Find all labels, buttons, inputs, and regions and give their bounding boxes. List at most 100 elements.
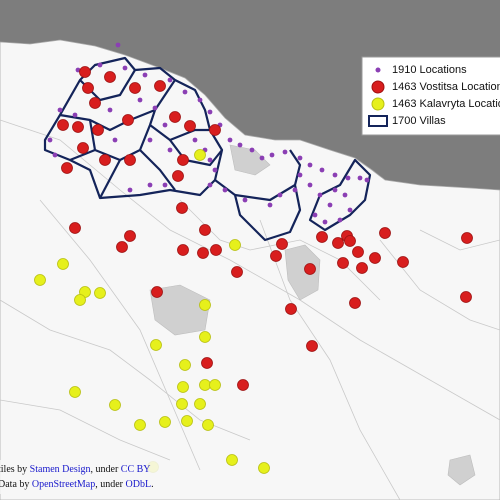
legend-symbol <box>375 67 381 73</box>
marker <box>202 419 214 431</box>
marker <box>79 66 91 78</box>
marker <box>47 137 53 143</box>
marker <box>317 192 323 198</box>
marker <box>316 231 328 243</box>
legend-symbol <box>368 115 388 127</box>
link[interactable]: OpenStreetMap <box>32 479 95 490</box>
marker <box>99 154 111 166</box>
marker <box>177 244 189 256</box>
text: Data by <box>0 479 32 490</box>
marker <box>207 109 213 115</box>
marker <box>231 266 243 278</box>
marker <box>176 202 188 214</box>
marker <box>89 97 101 109</box>
marker <box>461 232 473 244</box>
marker <box>124 230 136 242</box>
legend-box <box>361 56 500 136</box>
marker <box>116 241 128 253</box>
marker <box>162 122 168 128</box>
legend-label: 1700 Villas <box>392 115 446 127</box>
marker <box>397 256 409 268</box>
marker <box>194 149 206 161</box>
marker <box>349 297 361 309</box>
marker <box>347 207 353 213</box>
marker <box>352 246 364 258</box>
marker <box>122 114 134 126</box>
marker <box>112 137 118 143</box>
marker <box>69 386 81 398</box>
marker <box>124 154 136 166</box>
legend-symbol <box>371 97 385 111</box>
marker <box>72 121 84 133</box>
marker <box>332 172 338 178</box>
marker <box>237 142 243 148</box>
attribution-bg <box>0 460 160 494</box>
marker <box>285 303 297 315</box>
link[interactable]: Stamen Design <box>30 464 91 475</box>
marker <box>226 454 238 466</box>
marker <box>460 291 472 303</box>
marker <box>150 339 162 351</box>
marker <box>342 192 348 198</box>
marker <box>199 224 211 236</box>
marker <box>194 398 206 410</box>
marker <box>277 192 283 198</box>
marker <box>61 162 73 174</box>
marker <box>152 105 158 111</box>
marker <box>122 65 128 71</box>
marker <box>364 177 370 183</box>
marker <box>249 147 255 153</box>
marker <box>176 398 188 410</box>
marker <box>77 142 89 154</box>
marker <box>199 299 211 311</box>
marker <box>147 137 153 143</box>
marker <box>292 187 298 193</box>
marker <box>192 137 198 143</box>
marker <box>322 219 328 225</box>
marker <box>297 172 303 178</box>
marker <box>242 197 248 203</box>
marker <box>197 247 209 259</box>
marker <box>222 187 228 193</box>
marker <box>276 238 288 250</box>
marker <box>258 462 270 474</box>
marker <box>147 182 153 188</box>
marker <box>209 124 221 136</box>
marker <box>129 82 141 94</box>
marker <box>297 155 303 161</box>
marker <box>154 80 166 92</box>
marker <box>72 112 78 118</box>
marker <box>134 419 146 431</box>
marker <box>209 379 221 391</box>
marker <box>69 222 81 234</box>
legend-label: 1463 Vostitsa Locations <box>392 81 500 93</box>
legend-symbol <box>371 80 385 94</box>
marker <box>177 154 189 166</box>
marker <box>184 120 196 132</box>
land <box>0 39 500 500</box>
marker <box>127 187 133 193</box>
marker <box>307 182 313 188</box>
text: , under <box>91 464 121 475</box>
marker <box>304 263 316 275</box>
marker <box>332 237 344 249</box>
marker <box>142 72 148 78</box>
marker <box>312 212 318 218</box>
marker <box>327 202 333 208</box>
marker <box>34 274 46 286</box>
marker <box>337 217 343 223</box>
link[interactable]: ODbL <box>126 479 152 490</box>
marker <box>259 155 265 161</box>
marker <box>201 357 213 369</box>
marker <box>210 244 222 256</box>
marker <box>307 162 313 168</box>
marker <box>199 331 211 343</box>
link[interactable]: CC BY <box>121 464 151 475</box>
marker <box>337 257 349 269</box>
marker <box>167 147 173 153</box>
lakes <box>149 144 476 486</box>
marker <box>357 175 363 181</box>
marker <box>282 149 288 155</box>
marker <box>227 137 233 143</box>
